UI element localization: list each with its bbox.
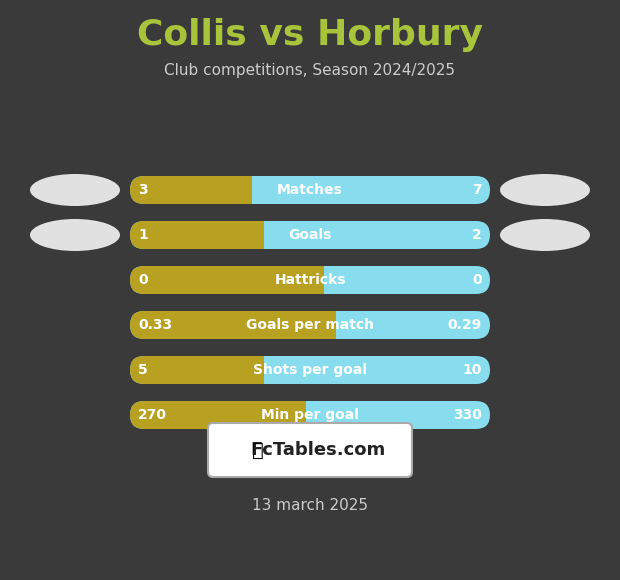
Ellipse shape	[30, 219, 120, 251]
Text: 3: 3	[138, 183, 148, 197]
Text: 0.33: 0.33	[138, 318, 172, 332]
Text: 📊: 📊	[252, 440, 264, 459]
Text: 330: 330	[453, 408, 482, 422]
Text: 1: 1	[138, 228, 148, 242]
Text: 0: 0	[138, 273, 148, 287]
FancyBboxPatch shape	[130, 176, 490, 204]
Text: Collis vs Horbury: Collis vs Horbury	[137, 18, 483, 52]
FancyBboxPatch shape	[130, 356, 490, 384]
FancyBboxPatch shape	[208, 423, 412, 477]
Text: 0: 0	[472, 273, 482, 287]
Text: Goals: Goals	[288, 228, 332, 242]
Text: 7: 7	[472, 183, 482, 197]
FancyBboxPatch shape	[130, 176, 490, 204]
FancyBboxPatch shape	[130, 221, 490, 249]
Ellipse shape	[500, 174, 590, 206]
Text: Min per goal: Min per goal	[261, 408, 359, 422]
FancyBboxPatch shape	[130, 356, 490, 384]
FancyBboxPatch shape	[130, 401, 490, 429]
Text: Matches: Matches	[277, 183, 343, 197]
Text: FcTables.com: FcTables.com	[250, 441, 386, 459]
Text: Hattricks: Hattricks	[274, 273, 346, 287]
Text: 2: 2	[472, 228, 482, 242]
FancyBboxPatch shape	[130, 401, 490, 429]
Text: 13 march 2025: 13 march 2025	[252, 498, 368, 513]
FancyBboxPatch shape	[130, 311, 490, 339]
Text: Club competitions, Season 2024/2025: Club competitions, Season 2024/2025	[164, 63, 456, 78]
Text: 10: 10	[463, 363, 482, 377]
FancyBboxPatch shape	[130, 266, 490, 294]
Text: 5: 5	[138, 363, 148, 377]
FancyBboxPatch shape	[130, 311, 490, 339]
Text: Shots per goal: Shots per goal	[253, 363, 367, 377]
Text: Goals per match: Goals per match	[246, 318, 374, 332]
Ellipse shape	[500, 219, 590, 251]
Text: 270: 270	[138, 408, 167, 422]
Ellipse shape	[30, 174, 120, 206]
FancyBboxPatch shape	[130, 266, 490, 294]
FancyBboxPatch shape	[130, 221, 490, 249]
Text: 0.29: 0.29	[448, 318, 482, 332]
